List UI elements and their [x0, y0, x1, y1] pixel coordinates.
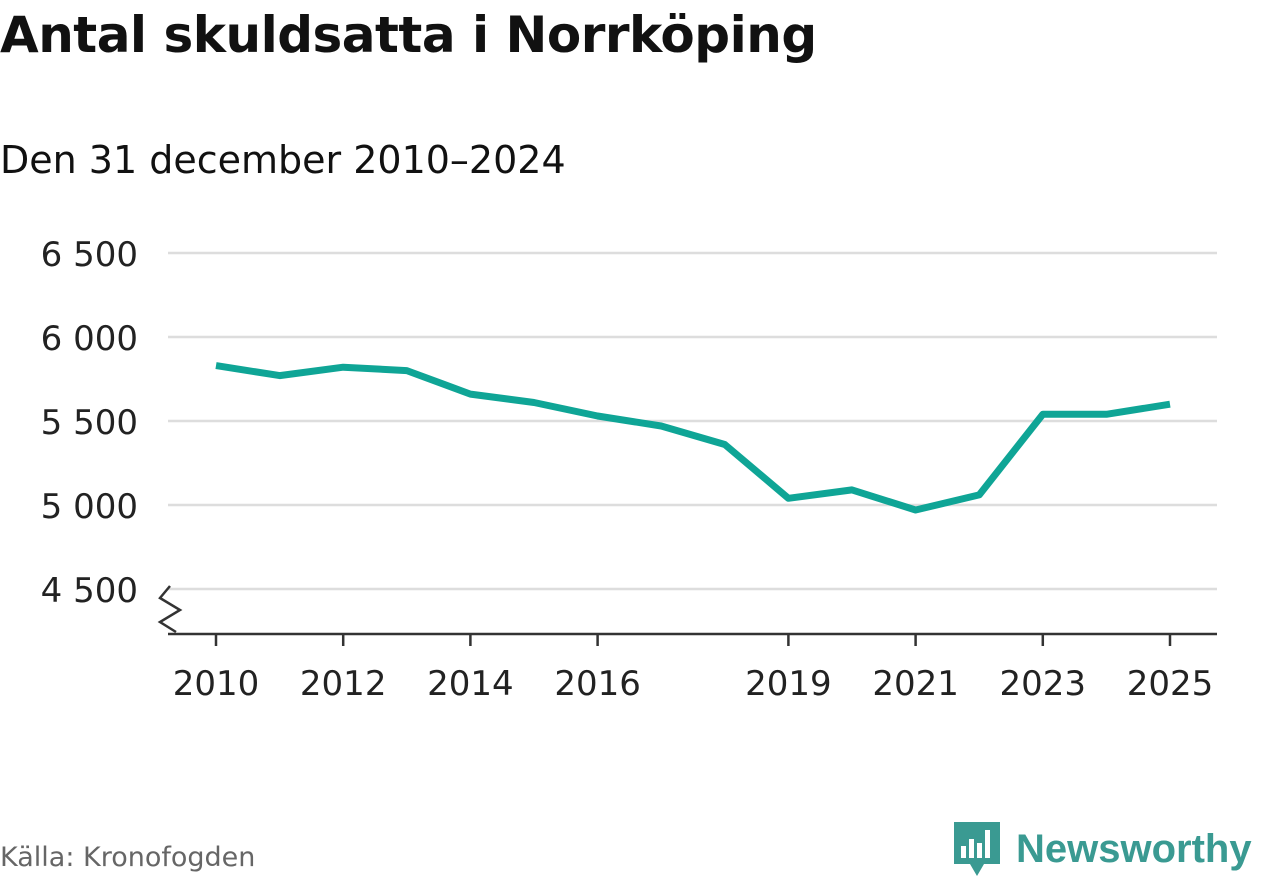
bar-chart-speech-bubble-icon	[954, 822, 1000, 876]
x-tick-label: 2021	[872, 664, 959, 704]
brand-name: Newsworthy	[1016, 826, 1252, 871]
y-tick-label: 5 500	[41, 403, 138, 443]
y-tick-label: 4 500	[41, 571, 138, 611]
x-tick-label: 2023	[1000, 664, 1087, 704]
label-layer: 4 500 5 000 5 500 6 000 6 500 2010 2012 2014 201…	[41, 235, 1214, 704]
chart-subtitle: Den 31 december 2010–2024	[0, 138, 566, 182]
series-line	[215, 362, 1171, 514]
x-tick-label: 2025	[1127, 664, 1214, 704]
source-note: Källa: Kronofogden	[0, 842, 256, 873]
y-tick-label: 6 500	[41, 235, 138, 275]
x-tick-label: 2016	[554, 664, 641, 704]
x-tick-label: 2010	[173, 664, 260, 704]
axis-layer	[157, 585, 1217, 646]
y-tick-label: 5 000	[41, 487, 138, 527]
series-layer	[215, 362, 1171, 514]
y-tick-label: 6 000	[41, 319, 138, 359]
brand-logo: Newsworthy	[952, 820, 1252, 878]
grid-layer	[168, 251, 1217, 591]
x-tick-label: 2014	[427, 664, 514, 704]
chart-title: Antal skuldsatta i Norrköping	[0, 6, 817, 64]
x-tick-label: 2012	[300, 664, 387, 704]
axis-break-icon	[157, 585, 183, 634]
x-tick-label: 2019	[745, 664, 832, 704]
